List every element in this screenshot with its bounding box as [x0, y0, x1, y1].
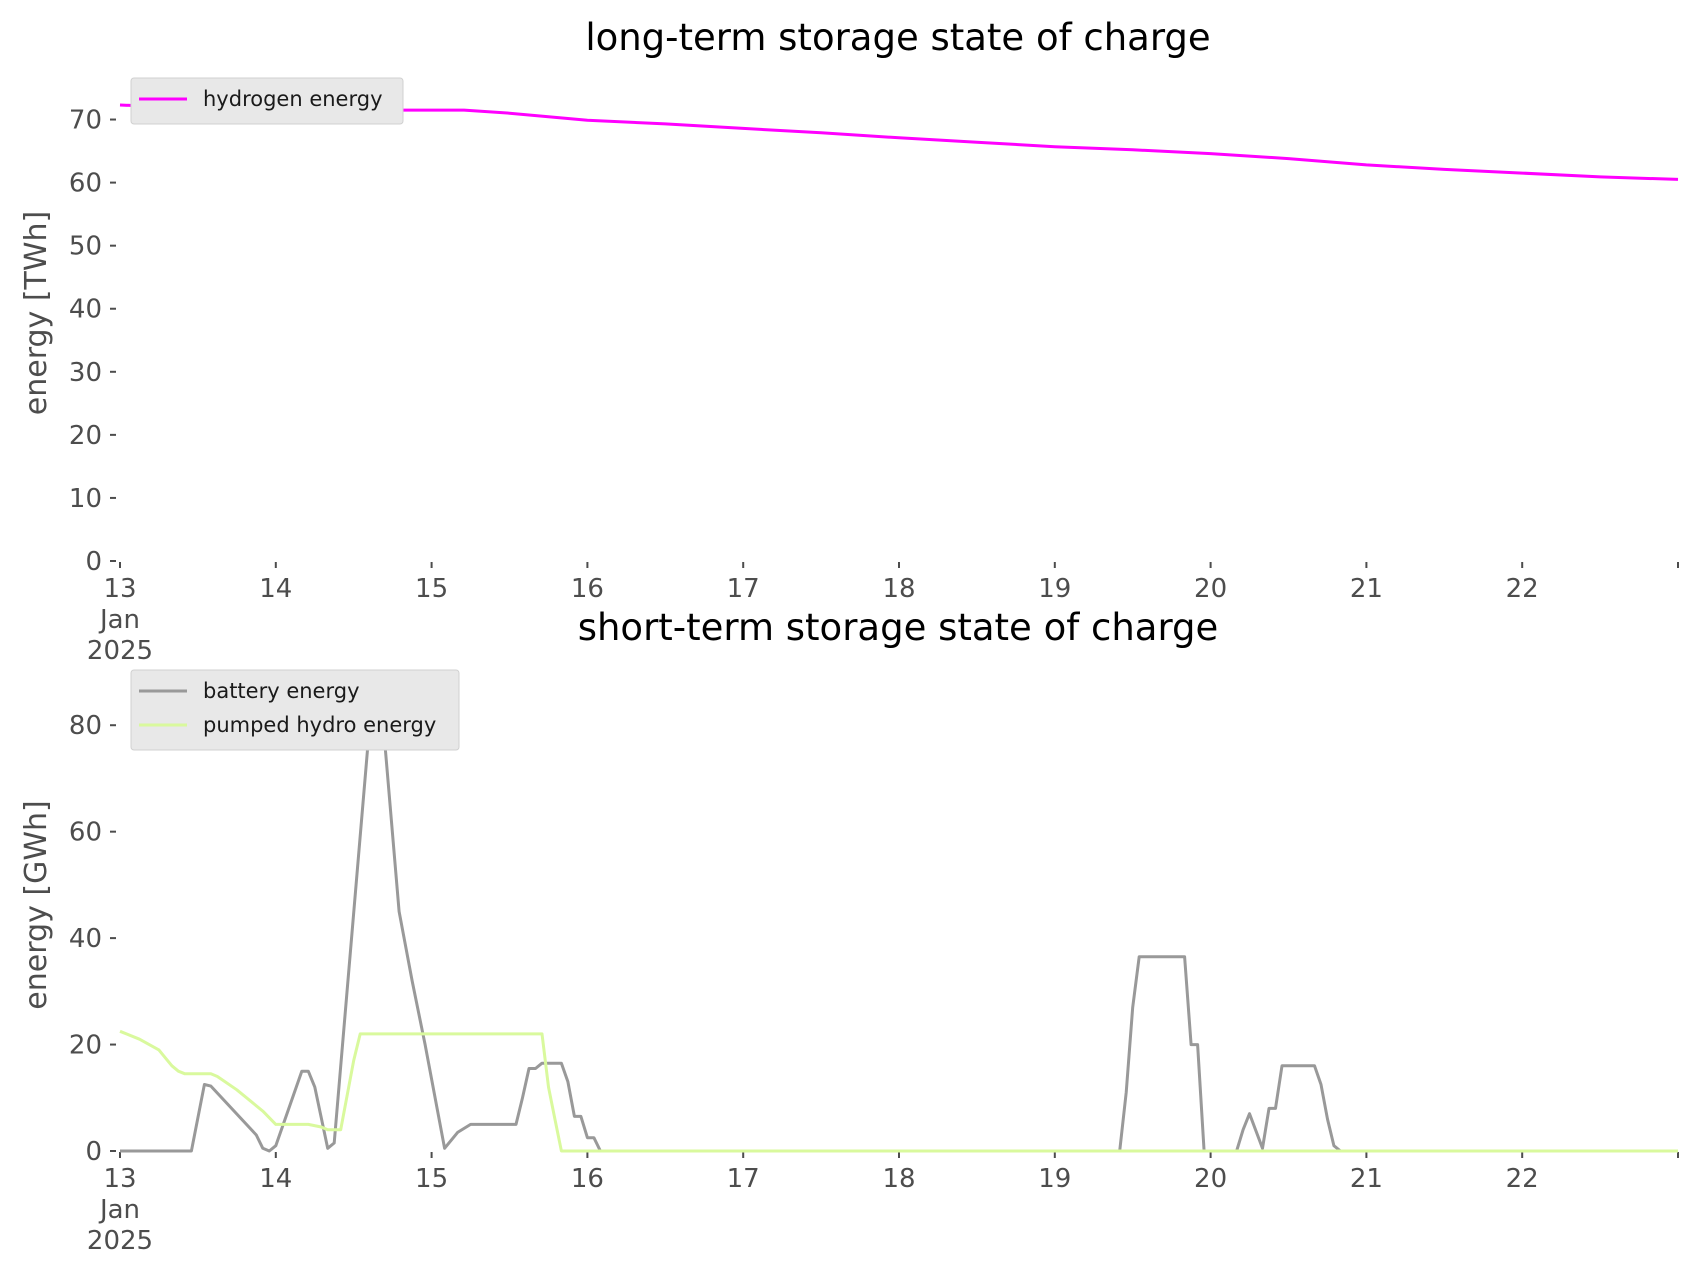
series-line-pumped-hydro-energy [119, 1029, 1678, 1153]
x-tick-label: 13 [103, 1164, 136, 1194]
short-term-chart: short-term storage state of charge energ… [19, 606, 1679, 1256]
series-line-battery-energy [120, 681, 1678, 1153]
long-term-y-axis: 0 10 20 30 40 50 60 70 [69, 106, 116, 577]
short-term-plot-area [119, 681, 1678, 1153]
x-tick-label: 16 [571, 1164, 604, 1194]
legend-label: hydrogen energy [203, 87, 383, 111]
x-tick-label: Jan [98, 605, 140, 635]
y-tick-label: 40 [69, 924, 102, 954]
x-tick-label: 18 [882, 1164, 915, 1194]
x-tick-label: 21 [1350, 574, 1383, 604]
x-tick-label: 18 [882, 574, 915, 604]
x-tick-label: 13 [103, 574, 136, 604]
y-tick-label: 0 [85, 547, 102, 577]
x-tick-label: 22 [1506, 574, 1539, 604]
y-tick-label: 30 [69, 358, 102, 388]
y-tick-label: 10 [69, 484, 102, 514]
x-tick-label: 20 [1194, 1164, 1227, 1194]
x-tick-label: 14 [259, 574, 292, 604]
short-term-legend: battery energy pumped hydro energy [130, 669, 460, 751]
short-term-chart-title: short-term storage state of charge [578, 606, 1219, 649]
short-term-y-axis-label: energy [GWh] [19, 800, 54, 1009]
x-tick-label: 21 [1350, 1164, 1383, 1194]
y-tick-label: 70 [69, 106, 102, 136]
x-tick-label: 20 [1194, 574, 1227, 604]
x-tick-label: 15 [415, 1164, 448, 1194]
legend-box [130, 669, 460, 751]
legend-label: battery energy [203, 679, 360, 703]
long-term-legend: hydrogen energy [130, 77, 404, 125]
y-tick-label: 50 [69, 232, 102, 262]
long-term-chart: long-term storage state of charge energy… [19, 16, 1679, 666]
x-tick-label: Jan [98, 1195, 140, 1225]
x-tick-label: 15 [415, 574, 448, 604]
x-tick-label: 16 [571, 574, 604, 604]
x-tick-label: 14 [259, 1164, 292, 1194]
y-tick-label: 80 [69, 711, 102, 741]
x-tick-label: 2025 [87, 1226, 153, 1256]
x-tick-label: 17 [727, 574, 760, 604]
legend-label: pumped hydro energy [203, 713, 436, 737]
x-tick-label: 2025 [87, 636, 153, 666]
y-tick-label: 60 [69, 818, 102, 848]
long-term-y-axis-label: energy [TWh] [19, 211, 54, 415]
long-term-chart-title: long-term storage state of charge [585, 16, 1210, 59]
y-tick-label: 0 [85, 1137, 102, 1167]
x-tick-label: 19 [1038, 574, 1071, 604]
x-tick-label: 19 [1038, 1164, 1071, 1194]
short-term-y-axis: 0 20 40 60 80 [69, 711, 116, 1167]
legend-box [130, 77, 404, 125]
y-tick-label: 40 [69, 295, 102, 325]
x-tick-label: 22 [1506, 1164, 1539, 1194]
x-tick-label: 17 [727, 1164, 760, 1194]
y-tick-label: 20 [69, 421, 102, 451]
y-tick-label: 60 [69, 169, 102, 199]
y-tick-label: 20 [69, 1031, 102, 1061]
